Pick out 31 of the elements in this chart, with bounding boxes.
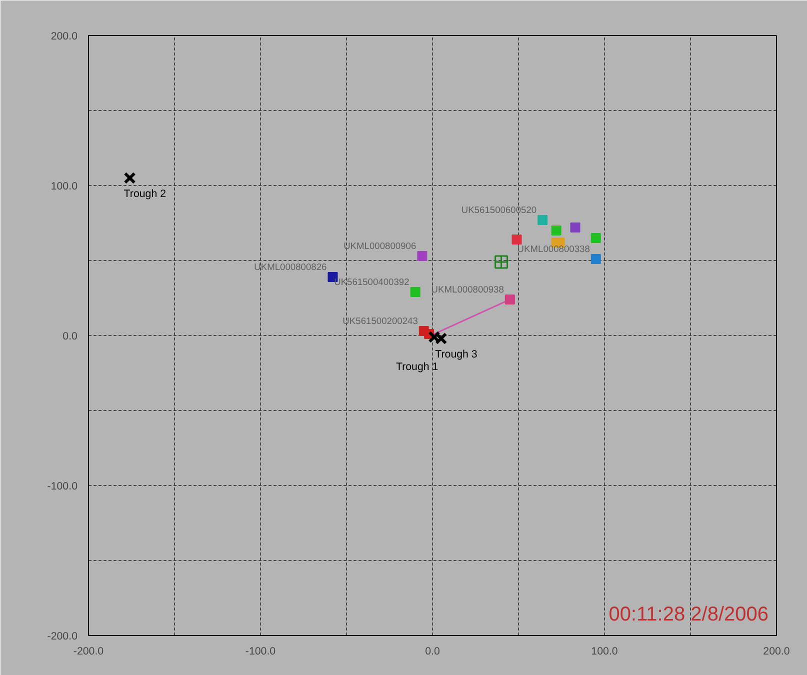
y-tick-label: 100.0 (50, 180, 78, 192)
series-label: UK561500600520 (461, 205, 537, 215)
point (538, 215, 548, 225)
series-label: UKML000800938 (431, 284, 504, 294)
point (124, 172, 136, 184)
annotation: 00:11:28 2/8/2006 (608, 604, 769, 626)
point (512, 234, 522, 244)
x-tick-label: -200.0 (73, 646, 104, 658)
x-tick-label: 0.0 (425, 646, 440, 658)
point (417, 251, 428, 261)
x-tick-label: 200.0 (763, 646, 790, 658)
series-label: UKML000800338 (517, 244, 590, 254)
point (410, 287, 420, 297)
series-label: UK561500200243 (342, 316, 418, 326)
series-label: Trough 3 (435, 348, 478, 360)
x-tick-label: -100.0 (245, 646, 276, 658)
y-tick-label: -100.0 (47, 480, 78, 492)
series-label: UKML000800826 (254, 262, 327, 272)
y-tick-label: -200.0 (47, 630, 78, 642)
y-tick-label: 0.0 (62, 330, 78, 342)
point (590, 254, 601, 264)
series-label: Trough 2 (124, 188, 166, 200)
point (551, 226, 562, 236)
point (590, 233, 601, 243)
series-label: UKML000800906 (344, 241, 416, 251)
point (570, 222, 580, 232)
y-tick-label: 200.0 (50, 30, 78, 42)
x-tick-label: 100.0 (591, 646, 618, 658)
point (504, 294, 515, 304)
point (494, 255, 508, 269)
series-label: Trough 1 (396, 361, 438, 373)
